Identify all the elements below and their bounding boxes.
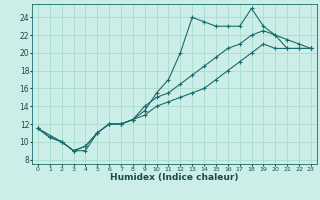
X-axis label: Humidex (Indice chaleur): Humidex (Indice chaleur) — [110, 173, 239, 182]
